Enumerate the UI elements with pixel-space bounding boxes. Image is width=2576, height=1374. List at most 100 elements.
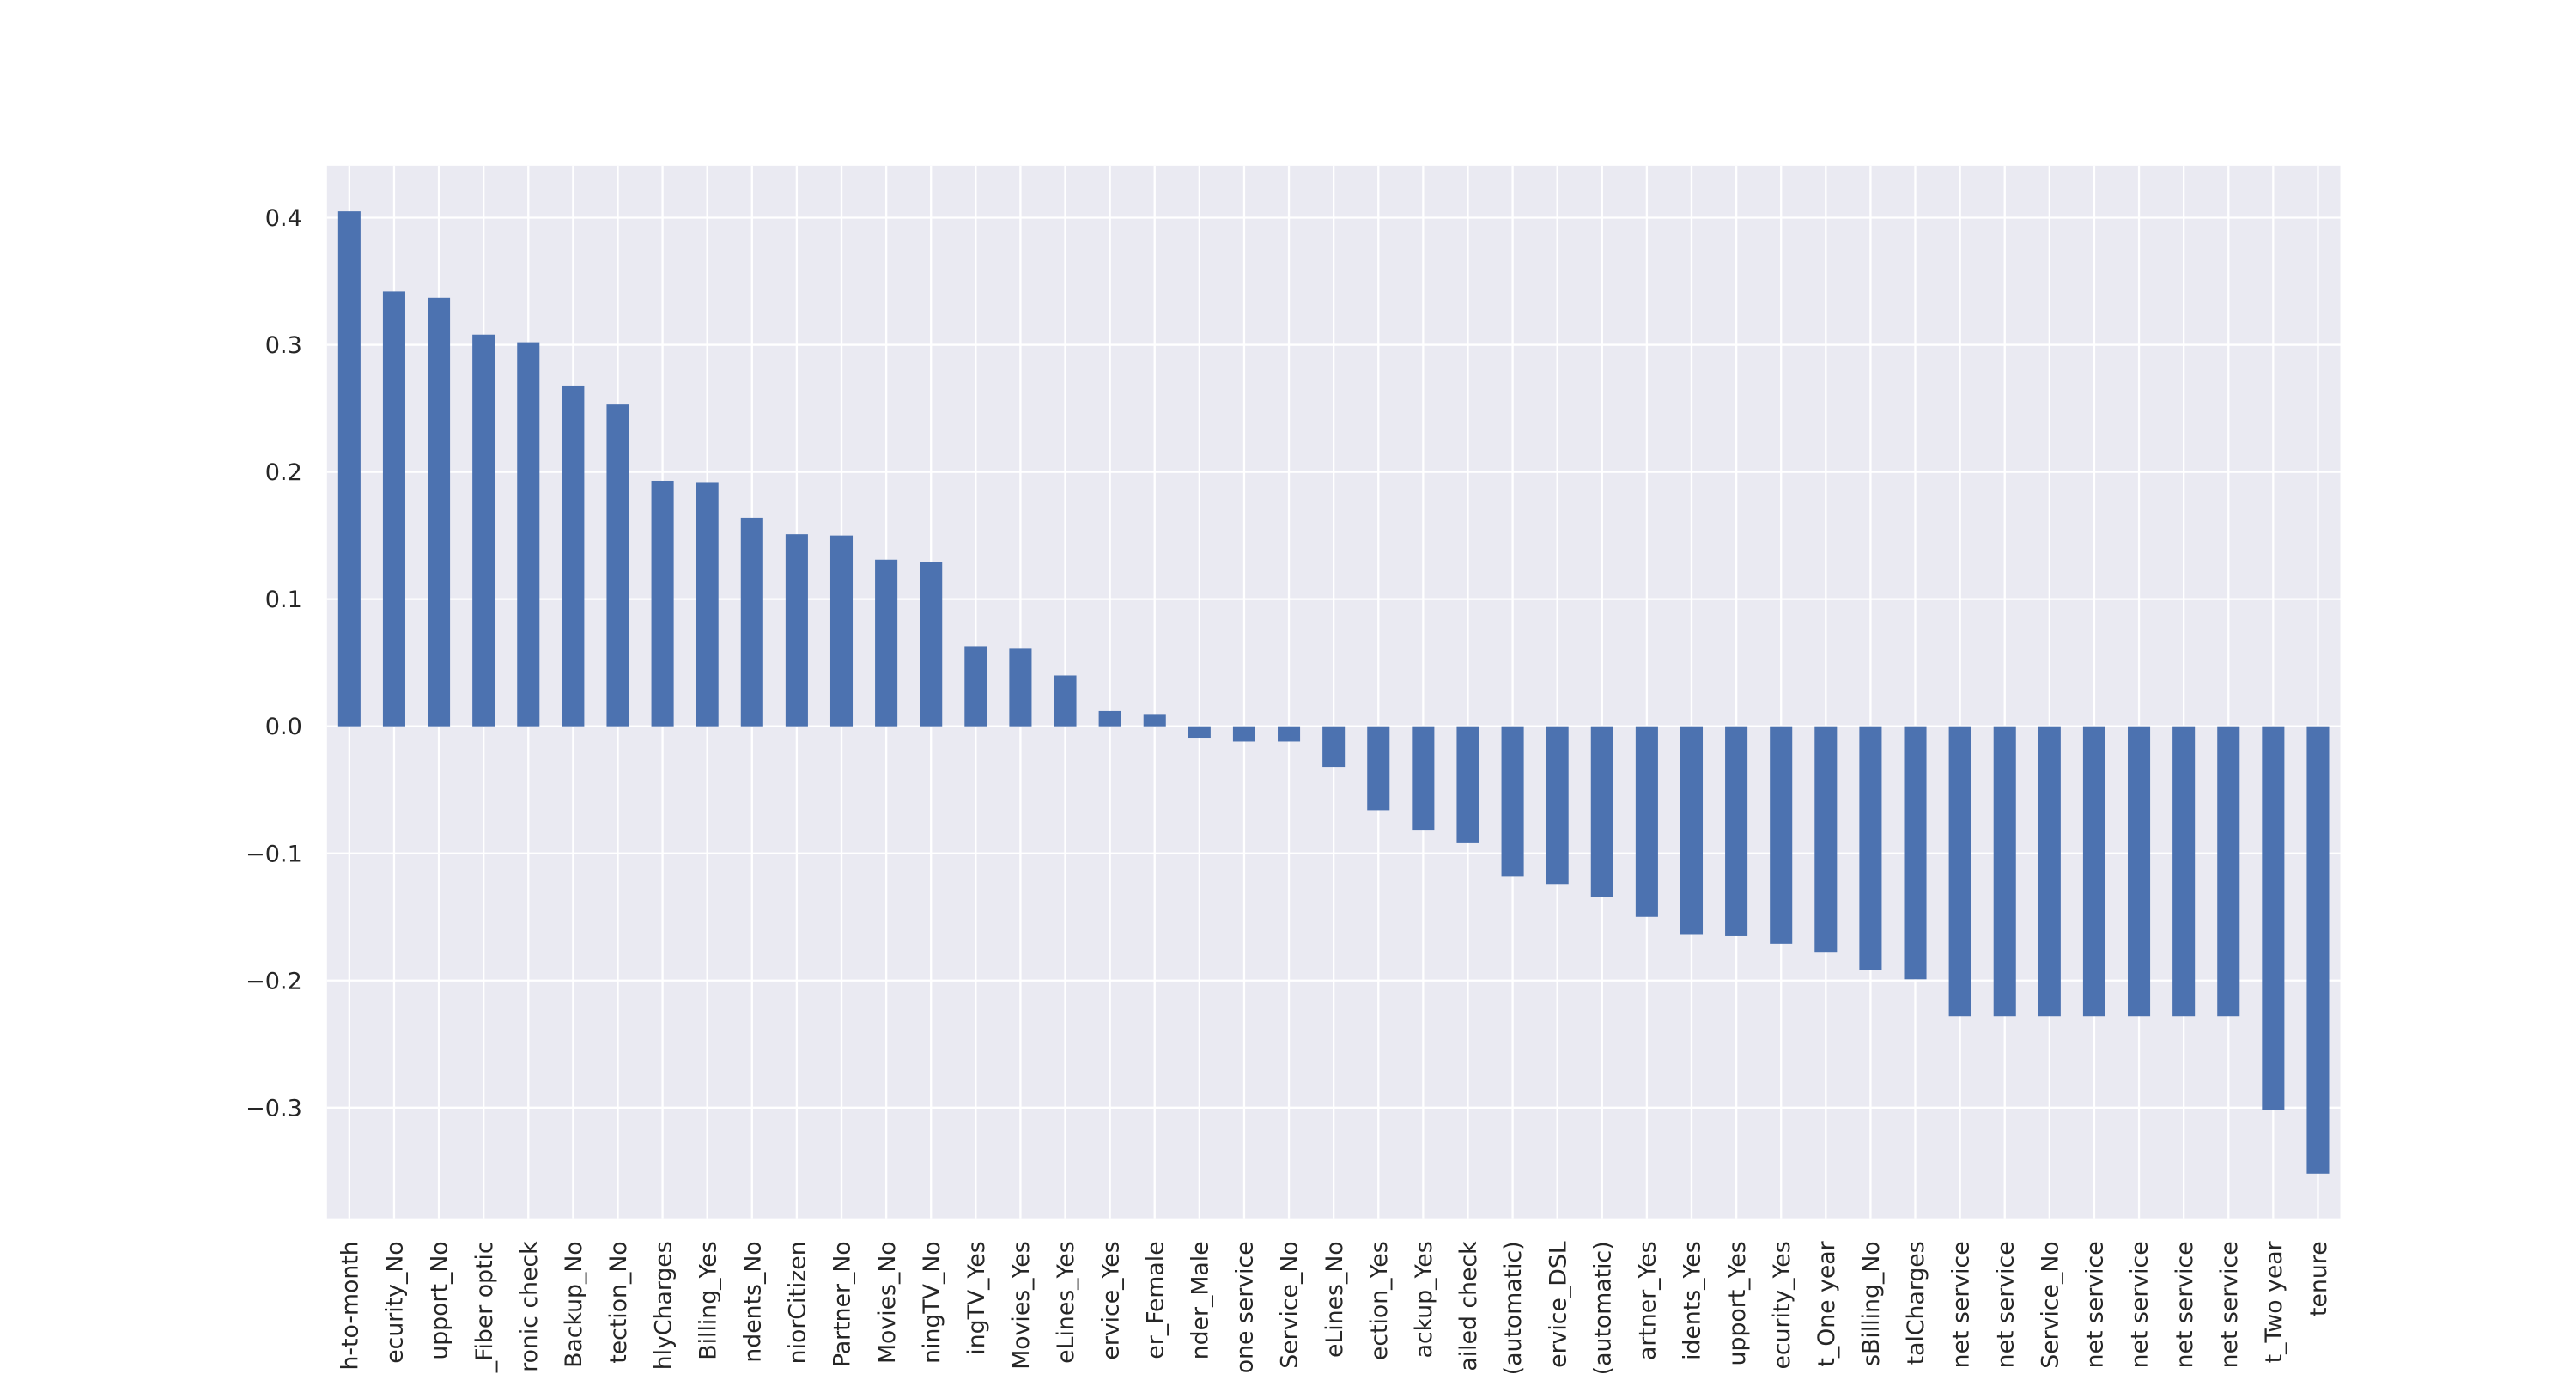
bar [920,562,943,727]
x-tick-label: hlyCharges [650,1241,677,1370]
y-tick-label: −0.2 [246,968,302,994]
x-tick-label: tenure [2306,1241,2332,1316]
bar [1054,675,1077,727]
x-tick-label: tection_No [605,1241,632,1363]
x-tick-label: Movies_No [874,1241,901,1364]
x-tick-label: (automatic) [1500,1241,1527,1374]
x-tick-label: t_Two year [2261,1240,2287,1363]
bar [2128,726,2151,1017]
x-tick-label: sBilling_No [1858,1241,1885,1365]
x-tick-label: ningTV_No [919,1241,945,1364]
x-tick-label: niorCitizen [784,1241,811,1364]
x-tick-label: net service [2081,1241,2108,1368]
x-tick-label: Service_No [2037,1241,2063,1368]
x-tick-label: ection_Yes [1366,1241,1393,1360]
x-tick-label: er_Female [1142,1241,1169,1359]
x-tick-label: Backup_No [561,1241,587,1368]
bar [2082,726,2105,1017]
y-tick-label: 0.4 [265,205,302,232]
bar [1948,726,1971,1017]
x-tick-label: ronic check [516,1241,543,1372]
x-tick-label: ecurity_No [381,1241,408,1363]
bar [1278,726,1301,742]
bar [2306,726,2330,1174]
bar [2172,726,2196,1017]
x-tick-label: Movies_Yes [1008,1241,1035,1369]
bar [1188,726,1211,739]
bar [1814,726,1838,953]
bar [1635,726,1658,917]
bar [606,404,629,727]
y-tick-label: 0.2 [265,459,302,486]
bar [2038,726,2061,1017]
x-tick-label: one service [1231,1241,1258,1373]
bar [964,646,987,727]
x-tick-label: ervice_Yes [1097,1241,1124,1359]
bar [1412,726,1435,831]
x-tick-label: eLines_No [1321,1241,1348,1358]
x-tick-label: h-to-month [337,1241,363,1370]
bar [1725,726,1748,936]
bar [562,385,585,727]
x-tick-label: net service [2127,1241,2154,1368]
bar [651,480,674,727]
bar [1904,726,1927,980]
y-tick-label: −0.1 [246,841,302,867]
x-tick-label: idents_Yes [1680,1241,1706,1360]
bar [1546,726,1569,885]
y-tick-label: 0.1 [265,587,302,613]
x-tick-label: net service [1992,1241,2019,1368]
bar [740,517,763,727]
x-tick-label: upport_Yes [1724,1241,1751,1365]
x-tick-label: t_One year [1814,1240,1840,1366]
x-tick-label: (automatic) [1589,1241,1616,1374]
x-tick-label: talCharges [1903,1241,1929,1365]
x-tick-label: _Fiber optic [471,1241,498,1373]
x-tick-label: net service [2216,1241,2243,1368]
y-tick-label: 0.3 [265,332,302,359]
bar [1993,726,2016,1017]
bar [1456,726,1479,843]
bar [1501,726,1524,877]
bar [1098,710,1121,727]
bar [1770,726,1793,944]
bar [829,535,854,727]
x-tick-label: ackup_Yes [1411,1241,1437,1358]
bar [1009,648,1032,727]
bar [2262,726,2285,1110]
bar [875,559,898,727]
x-tick-label: net service [2172,1241,2198,1368]
x-tick-label: Billing_Yes [695,1241,721,1359]
bar [1367,726,1390,811]
y-tick-label: −0.3 [246,1096,302,1122]
x-tick-label: Partner_No [829,1241,856,1367]
x-tick-label: ervice_DSL [1545,1241,1571,1368]
x-tick-label: net service [1947,1241,1974,1368]
bar [2217,726,2240,1017]
y-tick-label: 0.0 [265,714,302,740]
bar [382,291,405,727]
x-tick-label: Service_No [1277,1241,1303,1368]
x-tick-label: ecurity_Yes [1769,1241,1795,1369]
bar [1143,714,1166,727]
x-tick-label: nder_Male [1187,1241,1213,1359]
x-tick-label: artner_Yes [1634,1241,1661,1360]
bar [1322,726,1346,768]
bar [785,534,808,727]
bar [1859,726,1882,970]
bar [696,482,719,727]
bar [1232,726,1255,742]
bar [517,342,540,727]
x-tick-label: ingTV_Yes [963,1241,990,1354]
x-tick-label: ndents_No [739,1241,766,1362]
x-tick-label: eLines_Yes [1053,1241,1079,1363]
bar [337,211,361,727]
bar [472,334,495,727]
x-tick-label: upport_No [427,1241,453,1359]
x-tick-label: ailed check [1455,1241,1482,1371]
bar [1680,726,1704,935]
bar [1590,726,1613,897]
bar [428,297,451,727]
